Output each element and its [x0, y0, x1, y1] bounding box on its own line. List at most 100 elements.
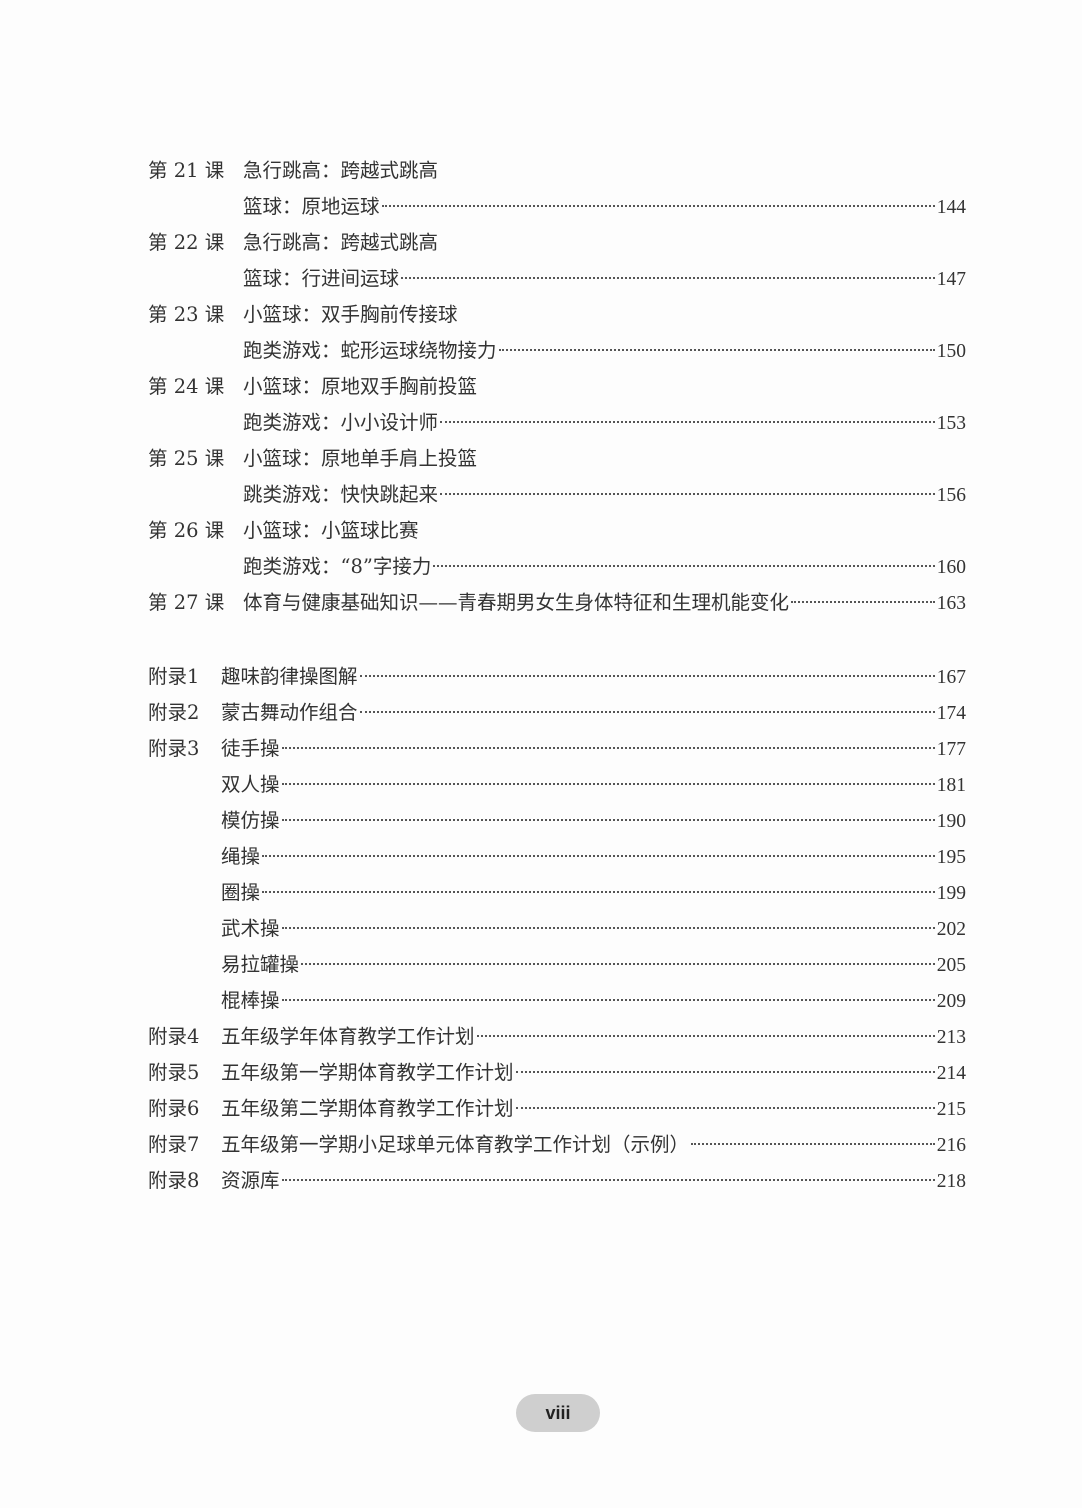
page-number: 218 [936, 1171, 966, 1192]
dot-leader [281, 819, 935, 821]
toc-entry[interactable]: 附录5 五年级第一学期体育教学工作计划 214 [148, 1055, 966, 1091]
page-number: 160 [936, 557, 966, 578]
lesson-number: 第 23 课 [148, 303, 225, 326]
entry-title: 跳类游戏：快快跳起来 [243, 483, 439, 506]
page-number: 156 [936, 485, 966, 506]
toc-entry[interactable]: 绳操 195 [148, 839, 966, 875]
table-of-contents: 第 21 课急行跳高：跨越式跳高 篮球：原地运球 144 第 22 课急行跳高：跨越式… [148, 153, 966, 1199]
appendix-number: 附录3 [148, 737, 200, 760]
toc-entry[interactable]: 第 22 课急行跳高：跨越式跳高 [148, 225, 966, 261]
section-gap [148, 621, 966, 659]
entry-title: 五年级第一学期体育教学工作计划 [221, 1061, 514, 1084]
dot-leader [433, 565, 935, 567]
dot-leader [262, 891, 935, 893]
lesson-number: 第 24 课 [148, 375, 225, 398]
entry-title: 徒手操 [221, 737, 280, 760]
entry-title: 模仿操 [221, 809, 280, 832]
toc-entry[interactable]: 篮球：原地运球 144 [148, 189, 966, 225]
page-number: 163 [936, 593, 966, 614]
dot-leader [359, 675, 935, 677]
toc-entry[interactable]: 第 23 课小篮球：双手胸前传接球 [148, 297, 966, 333]
page-number: 167 [936, 667, 966, 688]
lesson-number: 第 21 课 [148, 159, 225, 182]
toc-entry[interactable]: 附录3 徒手操 177 [148, 731, 966, 767]
lesson-number: 第 25 课 [148, 447, 225, 470]
toc-entry[interactable]: 附录8 资源库 218 [148, 1163, 966, 1199]
toc-entry[interactable]: 棍棒操 209 [148, 983, 966, 1019]
dot-leader [401, 277, 935, 279]
page-number: 202 [936, 919, 966, 940]
toc-entry[interactable]: 第 27 课体育与健康基础知识——青春期男女生身体特征和生理机能变化 163 [148, 585, 966, 621]
entry-title: 篮球：原地运球 [243, 195, 380, 218]
toc-entry[interactable]: 双人操 181 [148, 767, 966, 803]
entry-title: 五年级第二学期体育教学工作计划 [221, 1097, 514, 1120]
entry-title: 体育与健康基础知识——青春期男女生身体特征和生理机能变化 [243, 591, 790, 614]
page-number: 205 [936, 955, 966, 976]
page-number: 195 [936, 847, 966, 868]
appendix-number: 附录7 [148, 1133, 200, 1156]
toc-entry[interactable]: 跳类游戏：快快跳起来 156 [148, 477, 966, 513]
toc-entry[interactable]: 易拉罐操 205 [148, 947, 966, 983]
entry-title: 小篮球：双手胸前传接球 [243, 303, 458, 326]
toc-entry[interactable]: 跑类游戏：蛇形运球绕物接力 150 [148, 333, 966, 369]
entry-title: 急行跳高：跨越式跳高 [243, 231, 439, 254]
dot-leader [381, 205, 935, 207]
toc-entry[interactable]: 第 25 课小篮球：原地单手肩上投篮 [148, 441, 966, 477]
page-number: 214 [936, 1063, 966, 1084]
toc-entry[interactable]: 第 21 课急行跳高：跨越式跳高 [148, 153, 966, 189]
dot-leader [791, 601, 935, 603]
dot-leader [359, 711, 935, 713]
entry-title: 资源库 [221, 1169, 280, 1192]
toc-entry[interactable]: 附录1 趣味韵律操图解 167 [148, 659, 966, 695]
dot-leader [281, 999, 935, 1001]
dot-leader [281, 927, 935, 929]
appendix-number: 附录6 [148, 1097, 200, 1120]
entry-title: 棍棒操 [221, 989, 280, 1012]
dot-leader [476, 1035, 935, 1037]
dot-leader [281, 747, 935, 749]
page-number-badge: viii [516, 1394, 600, 1432]
page-number: 190 [936, 811, 966, 832]
entry-title: 蒙古舞动作组合 [221, 701, 358, 724]
dot-leader [262, 855, 935, 857]
toc-entry[interactable]: 附录4 五年级学年体育教学工作计划 213 [148, 1019, 966, 1055]
entry-title: 急行跳高：跨越式跳高 [243, 159, 439, 182]
toc-entry[interactable]: 篮球：行进间运球 147 [148, 261, 966, 297]
dot-leader [440, 493, 935, 495]
lesson-number: 第 27 课 [148, 591, 225, 614]
page-number: 215 [936, 1099, 966, 1120]
appendix-number: 附录1 [148, 665, 200, 688]
lesson-number: 第 26 课 [148, 519, 225, 542]
dot-leader [301, 963, 935, 965]
entry-title: 跑类游戏：“8”字接力 [243, 555, 432, 578]
toc-entry[interactable]: 圈操 199 [148, 875, 966, 911]
page-number: 181 [936, 775, 966, 796]
entry-title: 五年级学年体育教学工作计划 [221, 1025, 475, 1048]
toc-entry[interactable]: 附录2 蒙古舞动作组合 174 [148, 695, 966, 731]
page-number: 150 [936, 341, 966, 362]
entry-title: 小篮球：小篮球比赛 [243, 519, 419, 542]
entry-title: 趣味韵律操图解 [221, 665, 358, 688]
dot-leader [281, 783, 935, 785]
page-number: 147 [936, 269, 966, 290]
page-number: 216 [936, 1135, 966, 1156]
entry-title: 五年级第一学期小足球单元体育教学工作计划（示例） [221, 1133, 690, 1156]
dot-leader [515, 1071, 935, 1073]
toc-entry[interactable]: 跑类游戏：小小设计师 153 [148, 405, 966, 441]
page-number: 209 [936, 991, 966, 1012]
entry-title: 武术操 [221, 917, 280, 940]
toc-entry[interactable]: 模仿操 190 [148, 803, 966, 839]
toc-entry[interactable]: 跑类游戏：“8”字接力 160 [148, 549, 966, 585]
toc-entry[interactable]: 第 26 课小篮球：小篮球比赛 [148, 513, 966, 549]
dot-leader [440, 421, 935, 423]
toc-entry[interactable]: 武术操 202 [148, 911, 966, 947]
toc-entry[interactable]: 附录6 五年级第二学期体育教学工作计划 215 [148, 1091, 966, 1127]
toc-entry[interactable]: 附录7 五年级第一学期小足球单元体育教学工作计划（示例） 216 [148, 1127, 966, 1163]
appendix-number: 附录2 [148, 701, 200, 724]
entry-title: 跑类游戏：蛇形运球绕物接力 [243, 339, 497, 362]
entry-title: 小篮球：原地单手肩上投篮 [243, 447, 478, 470]
dot-leader [281, 1179, 935, 1181]
toc-entry[interactable]: 第 24 课小篮球：原地双手胸前投篮 [148, 369, 966, 405]
page-number: 213 [936, 1027, 966, 1048]
entry-title: 篮球：行进间运球 [243, 267, 400, 290]
